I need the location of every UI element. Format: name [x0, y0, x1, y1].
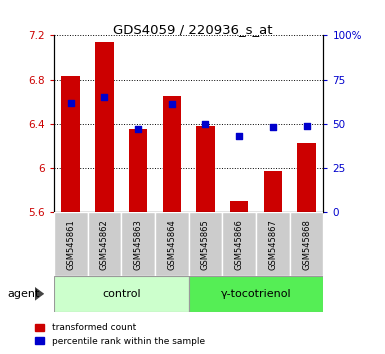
- Bar: [189, 212, 223, 276]
- Bar: [88, 212, 121, 276]
- Point: [203, 121, 209, 127]
- Bar: [162, 96, 181, 212]
- Text: GSM545868: GSM545868: [302, 219, 311, 270]
- Bar: [223, 212, 256, 276]
- Bar: [54, 212, 88, 276]
- Bar: [189, 276, 323, 312]
- Bar: [129, 130, 147, 212]
- Text: GSM545862: GSM545862: [100, 219, 109, 270]
- Bar: [62, 76, 80, 212]
- Text: agent: agent: [8, 289, 40, 299]
- Point: [101, 95, 107, 100]
- Bar: [256, 212, 290, 276]
- Point: [169, 102, 175, 107]
- Point: [270, 125, 276, 130]
- Text: control: control: [102, 289, 141, 299]
- Text: GSM545867: GSM545867: [268, 219, 277, 270]
- Bar: [95, 42, 114, 212]
- Point: [303, 123, 310, 129]
- Text: GSM545866: GSM545866: [235, 219, 244, 270]
- Text: GSM545864: GSM545864: [167, 219, 176, 270]
- Point: [68, 100, 74, 105]
- Bar: [264, 171, 282, 212]
- Polygon shape: [35, 287, 44, 301]
- Bar: [155, 212, 189, 276]
- Text: γ-tocotrienol: γ-tocotrienol: [221, 289, 291, 299]
- Bar: [297, 143, 316, 212]
- Bar: [54, 276, 189, 312]
- Bar: [121, 212, 155, 276]
- Bar: [290, 212, 323, 276]
- Legend: transformed count, percentile rank within the sample: transformed count, percentile rank withi…: [35, 324, 205, 346]
- Bar: [196, 126, 215, 212]
- Text: GDS4059 / 220936_s_at: GDS4059 / 220936_s_at: [113, 23, 272, 36]
- Text: GSM545865: GSM545865: [201, 219, 210, 270]
- Bar: [230, 201, 248, 212]
- Point: [236, 133, 242, 139]
- Point: [135, 126, 141, 132]
- Text: GSM545861: GSM545861: [66, 219, 75, 270]
- Text: GSM545863: GSM545863: [134, 219, 142, 270]
